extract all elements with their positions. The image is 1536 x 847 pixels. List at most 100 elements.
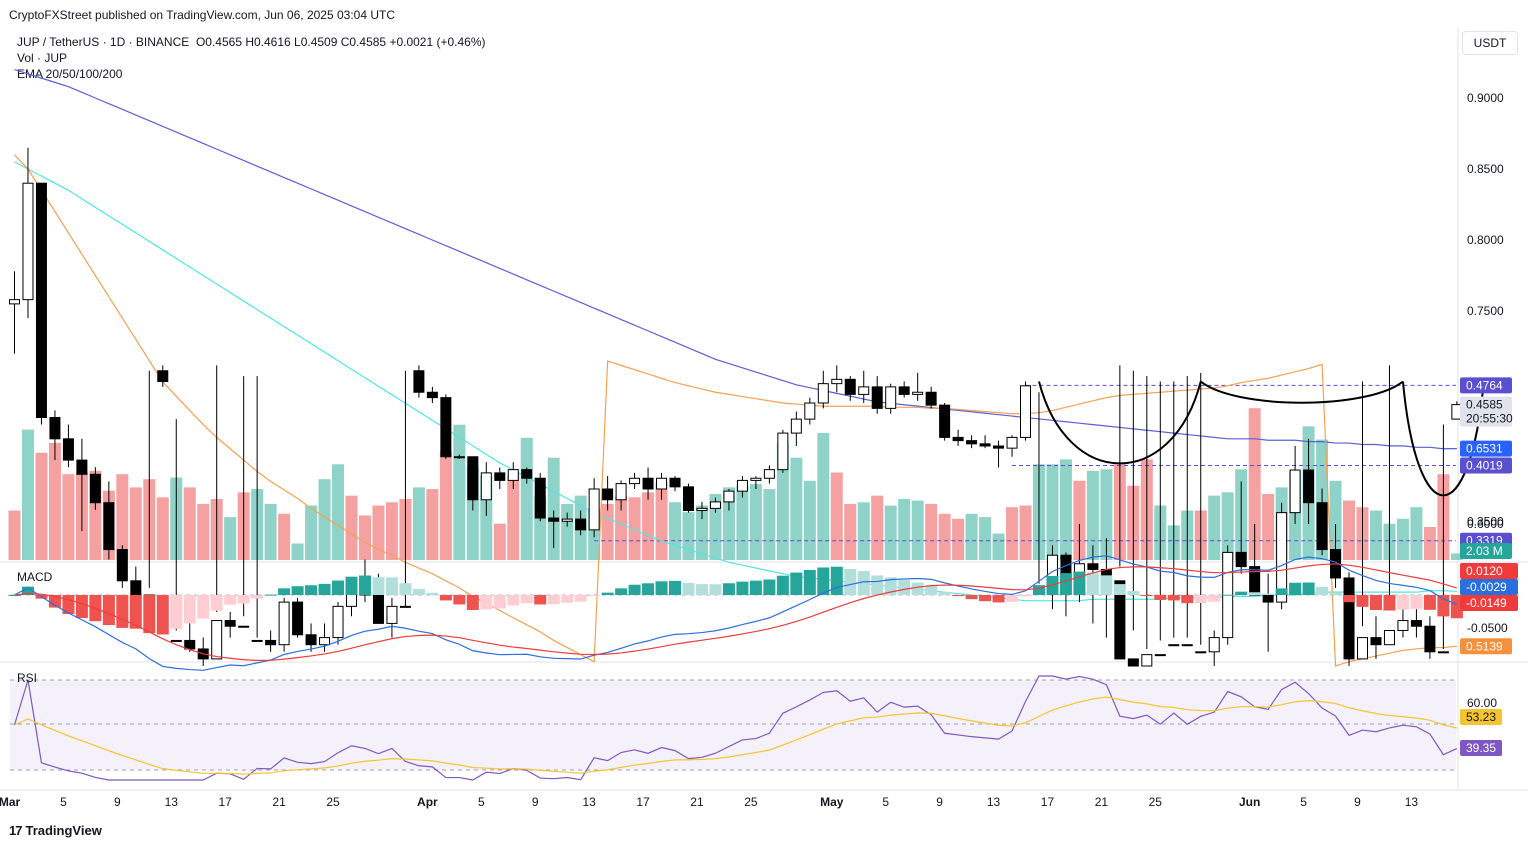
volume-bar (1329, 480, 1342, 560)
volume-bar (601, 503, 614, 560)
tradingview-brand: TradingView (25, 823, 102, 838)
volume-bar (291, 543, 304, 560)
rsi-band (10, 680, 1456, 770)
candle-body (62, 438, 74, 461)
candle-body (615, 483, 627, 501)
macd-histogram-bar (1181, 595, 1194, 604)
volume-bar (871, 495, 884, 560)
candle-body (305, 634, 317, 646)
volume-bar (709, 494, 722, 560)
macd-histogram-bar (655, 581, 668, 595)
macd-histogram-bar (1113, 584, 1126, 595)
candle-body (1087, 563, 1099, 570)
candle-body (831, 378, 843, 385)
volume-bar (844, 503, 857, 560)
macd-histogram-bar (992, 595, 1005, 603)
price-axis-badge (1460, 543, 1512, 559)
macd-histogram-bar (372, 577, 385, 595)
rsi-ma-line (14, 696, 1457, 775)
candle-body (1020, 385, 1031, 438)
candle-body (1343, 577, 1355, 660)
time-tick-label: 13 (1405, 795, 1419, 809)
macd-histogram-bar (1423, 595, 1436, 610)
macd-histogram-bar (21, 586, 34, 595)
candle-body (1316, 502, 1328, 551)
macd-histogram-bar (669, 580, 682, 595)
macd-histogram-bar (844, 569, 857, 595)
macd-histogram-bar (1262, 593, 1275, 595)
pattern-left-shoulder-arc (1038, 381, 1202, 465)
volume-bar (1073, 480, 1086, 560)
candle-body (669, 477, 681, 488)
volume-bar (1006, 507, 1019, 560)
volume-bar (561, 503, 574, 560)
candle-body (696, 507, 708, 512)
candle-body (332, 605, 344, 639)
macd-histogram-bar (803, 569, 816, 595)
candle-body (386, 605, 398, 624)
candle-body (1235, 551, 1247, 568)
macd-histogram-bar (925, 586, 938, 595)
macd-histogram-bar (1194, 595, 1207, 603)
time-tick-label: 25 (1149, 795, 1163, 809)
macd-histogram-bar (709, 584, 722, 595)
volume-bar (817, 432, 830, 560)
volume-bar (1059, 459, 1072, 560)
volume-bar (911, 500, 924, 560)
price-axis-badge (1460, 457, 1512, 474)
volume-bar (857, 502, 870, 560)
volume-bar (884, 505, 897, 560)
time-tick-label: Mar (0, 795, 20, 809)
macd-axis-badge-text: -0.0029 (1466, 580, 1507, 594)
volume-bar (8, 510, 21, 560)
candle-body (750, 477, 762, 481)
volume-bar (749, 484, 762, 560)
candle-body (1383, 630, 1395, 646)
tradingview-logo[interactable]: 17 TradingView (9, 823, 102, 838)
macd-histogram-bar (601, 592, 614, 595)
candle-body (265, 639, 277, 646)
volume-bar (695, 505, 708, 560)
candle-body (1195, 651, 1207, 654)
macd-histogram-bar (965, 595, 978, 600)
candle-body (157, 370, 169, 382)
publisher-line: CryptoFXStreet published on TradingView.… (9, 8, 395, 22)
volume-bar (952, 518, 965, 560)
price-tick-label: 0.8000 (1467, 233, 1504, 247)
ema-legend[interactable]: EMA 20/50/100/200 (17, 67, 123, 81)
volume-bar (938, 513, 951, 560)
symbol-label[interactable]: JUP / TetherUS · 1D · BINANCE (17, 35, 190, 49)
volume-bar (1208, 495, 1221, 560)
macd-histogram-bar (305, 585, 318, 595)
volume-bar (332, 464, 345, 560)
macd-histogram-bar (116, 595, 129, 628)
volume-legend[interactable]: Vol · JUP (17, 51, 68, 65)
price-axis-badge-text: 0.5139 (1466, 639, 1503, 653)
candle-body (1249, 566, 1261, 596)
macd-histogram-bar (466, 595, 479, 610)
candle-body (170, 639, 182, 642)
macd-histogram-bar (1046, 576, 1059, 595)
volume-bar (992, 533, 1005, 560)
volume-bar (264, 503, 277, 560)
macd-histogram-bar (817, 567, 830, 595)
candle-body (22, 182, 34, 301)
macd-histogram-bar (237, 595, 250, 604)
volume-bar (372, 505, 385, 560)
candle-body (952, 436, 964, 442)
time-tick-label: 9 (936, 795, 943, 809)
pattern-head-arc (1200, 380, 1404, 404)
volume-bar (830, 472, 843, 560)
candle-body (1289, 469, 1301, 514)
volume-bar (224, 517, 237, 560)
currency-button[interactable]: USDT (1462, 31, 1518, 55)
macd-histogram-bar (439, 595, 452, 601)
candle-body (453, 456, 465, 459)
volume-bar (803, 480, 816, 560)
macd-histogram-bar (871, 575, 884, 595)
macd-histogram-bar (1410, 595, 1423, 609)
macd-histogram-bar (628, 584, 641, 595)
macd-histogram-bar (453, 595, 466, 605)
macd-histogram-bar (615, 588, 628, 595)
